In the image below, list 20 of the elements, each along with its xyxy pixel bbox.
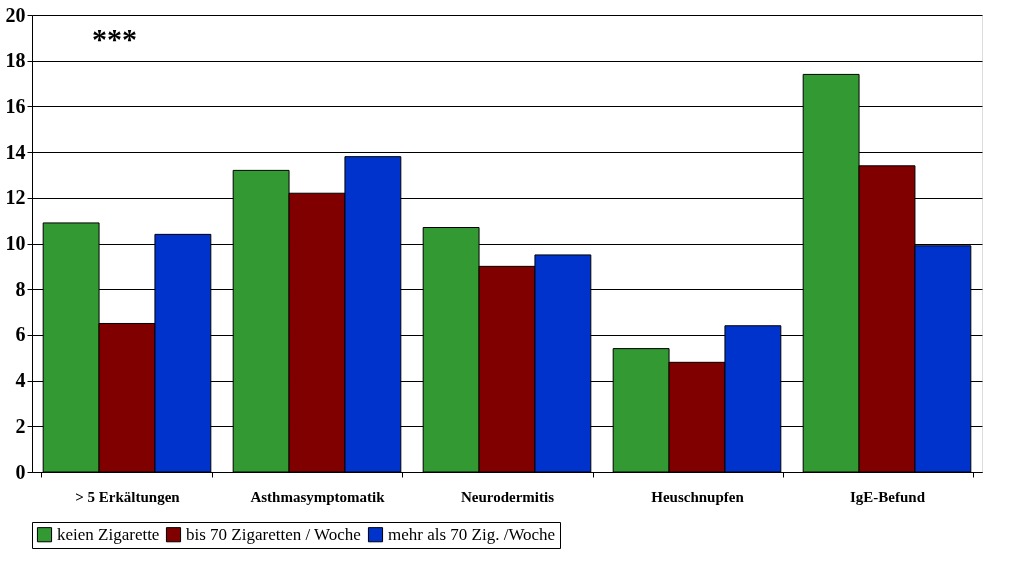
y-tick-label: 14	[5, 140, 26, 163]
y-tick-label: 10	[5, 232, 26, 254]
x-tick-label: > 5 Erkältungen	[75, 488, 181, 505]
x-tick-label: Neurodermitis	[460, 488, 555, 505]
legend-label: keien Zigarette	[57, 524, 160, 544]
legend-label: bis 70 Zigaretten / Woche	[186, 524, 361, 544]
y-tick-label: 18	[5, 49, 26, 72]
y-tick-label: 20	[5, 3, 26, 26]
y-tick-label: 12	[5, 186, 26, 209]
y-tick-label: 4	[15, 369, 26, 392]
x-tick-label: Heuschnupfen	[651, 488, 745, 505]
y-tick-label: 0	[15, 460, 26, 483]
y-tick-label: 8	[15, 277, 26, 300]
annotation: ***	[92, 22, 137, 55]
legend-label: mehr als 70 Zig. /Woche	[388, 524, 556, 544]
y-tick-label: 6	[15, 323, 26, 346]
y-tick-label: 16	[5, 94, 26, 117]
y-tick-label: 2	[15, 414, 26, 437]
x-tick-label: IgE-Befund	[849, 488, 926, 505]
x-tick-label: Asthmasymptomatik	[250, 488, 386, 505]
